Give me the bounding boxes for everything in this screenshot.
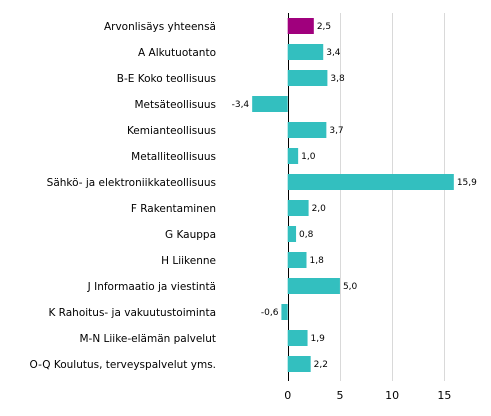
category-label-12: K Rahoitus- ja vakuutustoiminta — [48, 307, 216, 319]
category-label-10: H Liikenne — [161, 255, 216, 267]
bar-9 — [287, 226, 297, 242]
bar-12 — [281, 304, 288, 320]
value-label-12: -0,6 — [261, 308, 279, 318]
value-labels: 2,5 3,4 3,8 -3,4 3,7 1,0 15,9 2,0 0,8 1,8 5,0 -0,6 1… — [232, 22, 478, 370]
bar-11 — [287, 278, 340, 294]
bar-1 — [287, 18, 314, 34]
value-label-2: 3,4 — [326, 48, 341, 58]
grid-lines — [288, 13, 445, 381]
bar-10 — [287, 252, 307, 268]
bar-2 — [287, 44, 324, 60]
value-label-8: 2,0 — [312, 204, 327, 214]
x-tick-label-5: 5 — [336, 389, 343, 402]
category-labels: Arvonlisäys yhteensä A Alkutuotanto B-E Ko… — [30, 21, 216, 371]
category-label-9: G Kauppa — [165, 229, 216, 241]
x-tick-label-10: 10 — [385, 389, 399, 402]
bar-4 — [252, 96, 288, 112]
value-label-14: 2,2 — [314, 360, 328, 370]
bars — [252, 18, 454, 372]
category-label-13: M-N Liike-elämän palvelut — [79, 333, 216, 345]
x-tick-label-15: 15 — [437, 389, 451, 402]
category-label-8: F Rakentaminen — [131, 203, 216, 215]
category-label-6: Metalliteollisuus — [131, 151, 216, 163]
value-label-1: 2,5 — [317, 22, 331, 32]
value-label-3: 3,8 — [330, 74, 345, 84]
value-label-13: 1,9 — [311, 334, 326, 344]
bar-7 — [287, 174, 454, 190]
value-label-5: 3,7 — [329, 126, 343, 136]
bar-13 — [287, 330, 308, 346]
bar-5 — [287, 122, 327, 138]
x-tick-label-0: 0 — [284, 389, 291, 402]
category-label-11: J Informaatio ja viestintä — [87, 281, 216, 293]
category-label-2: A Alkutuotanto — [138, 47, 216, 59]
category-label-14: O-Q Koulutus, terveyspalvelut yms. — [30, 359, 216, 371]
value-label-6: 1,0 — [301, 152, 316, 162]
category-label-1: Arvonlisäys yhteensä — [104, 21, 216, 33]
category-label-7: Sähkö- ja elektroniikkateollisuus — [47, 177, 216, 189]
category-label-3: B-E Koko teollisuus — [117, 73, 216, 85]
category-label-4: Metsäteollisuus — [134, 99, 216, 111]
value-label-10: 1,8 — [310, 256, 325, 266]
bar-14 — [287, 356, 311, 372]
bar-8 — [287, 200, 309, 216]
value-label-9: 0,8 — [299, 230, 314, 240]
category-label-5: Kemianteollisuus — [127, 125, 216, 137]
value-label-7: 15,9 — [457, 178, 477, 188]
bar-6 — [287, 148, 299, 164]
bar-3 — [287, 70, 328, 86]
x-axis-tick-labels: 0 5 10 15 — [284, 389, 451, 402]
value-label-11: 5,0 — [343, 282, 358, 292]
value-label-4: -3,4 — [232, 100, 250, 110]
